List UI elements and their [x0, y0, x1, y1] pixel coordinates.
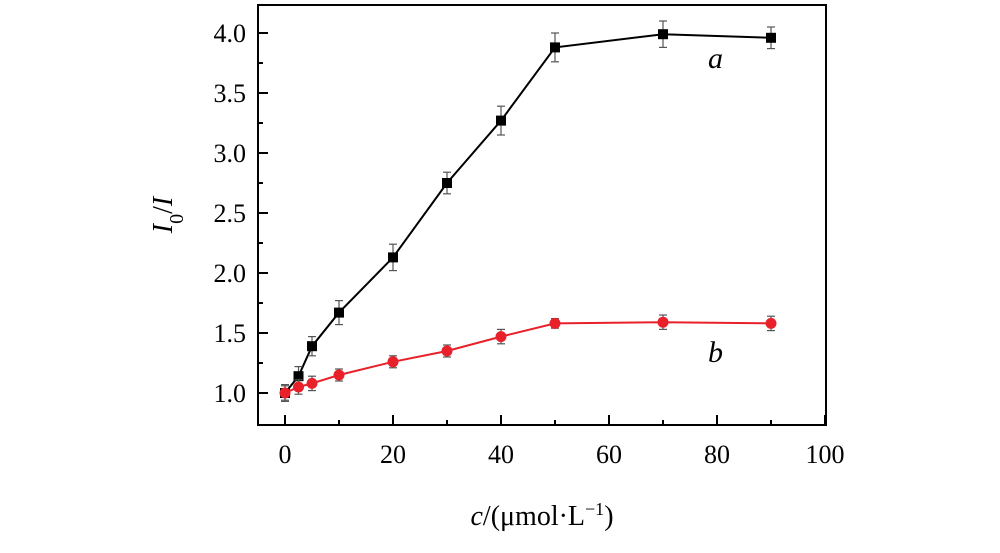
data-point-b	[495, 331, 507, 343]
data-point-b	[387, 356, 399, 368]
data-point-b	[657, 316, 669, 328]
data-point-b	[333, 369, 345, 381]
x-tick-label: 60	[596, 440, 622, 469]
y-tick-label: 1.0	[214, 379, 247, 408]
plot-frame-group	[257, 4, 827, 426]
data-point-b	[306, 377, 318, 389]
y-axis-title-slash: /	[148, 206, 179, 214]
y-tick-label: 3.5	[214, 79, 247, 108]
x-axis-title-close: )	[604, 501, 613, 532]
series-label-a: a	[708, 42, 723, 75]
x-tick-label: 40	[488, 440, 514, 469]
data-point-b	[279, 387, 291, 399]
series-b	[279, 314, 777, 401]
data-point-a	[766, 32, 776, 43]
plot-frame	[257, 4, 827, 426]
axis-ticks	[258, 32, 826, 425]
x-axis-title-sup: −1	[585, 499, 604, 519]
y-axis-title-sub: 0	[166, 214, 188, 224]
y-axis-title: I0/I	[148, 195, 188, 234]
y-tick-label: 3.0	[214, 139, 247, 168]
x-tick-label: 0	[279, 440, 292, 469]
axis-tick-labels: 0 20 40 60 80 100 1.0 1.5 2.0 2.5 3.0 3.5 4.0	[214, 19, 845, 469]
data-point-a	[388, 252, 398, 263]
series-line-a	[284, 33, 772, 394]
y-tick-label: 4.0	[214, 19, 247, 48]
x-axis-title-unit: /(μmol·L	[483, 501, 585, 532]
y-axis-title-var2: I	[148, 195, 179, 207]
data-point-a	[442, 178, 452, 188]
data-point-a	[658, 29, 668, 40]
y-tick-label: 2.0	[214, 259, 247, 288]
data-point-b	[765, 317, 777, 329]
x-axis-title-var: c	[470, 501, 483, 532]
x-tick-label: 100	[806, 440, 845, 469]
data-point-a	[334, 307, 344, 318]
data-point-a	[496, 115, 506, 126]
series-a	[280, 20, 776, 402]
series-layer	[279, 20, 777, 402]
series-line-b	[284, 321, 772, 394]
data-point-b	[293, 381, 304, 393]
y-tick-label: 1.5	[214, 319, 247, 348]
data-point-a	[293, 371, 304, 382]
data-point-a	[307, 341, 317, 352]
data-point-b	[549, 317, 561, 329]
y-tick-label: 2.5	[214, 199, 247, 228]
x-tick-label: 20	[380, 440, 406, 469]
series-label-b: b	[708, 336, 723, 369]
x-axis-title: c/(μmol·L−1)	[470, 499, 613, 532]
data-point-b	[441, 345, 453, 357]
y-axis-title-var: I	[148, 222, 179, 234]
data-point-a	[550, 42, 560, 53]
x-tick-label: 80	[704, 440, 730, 469]
